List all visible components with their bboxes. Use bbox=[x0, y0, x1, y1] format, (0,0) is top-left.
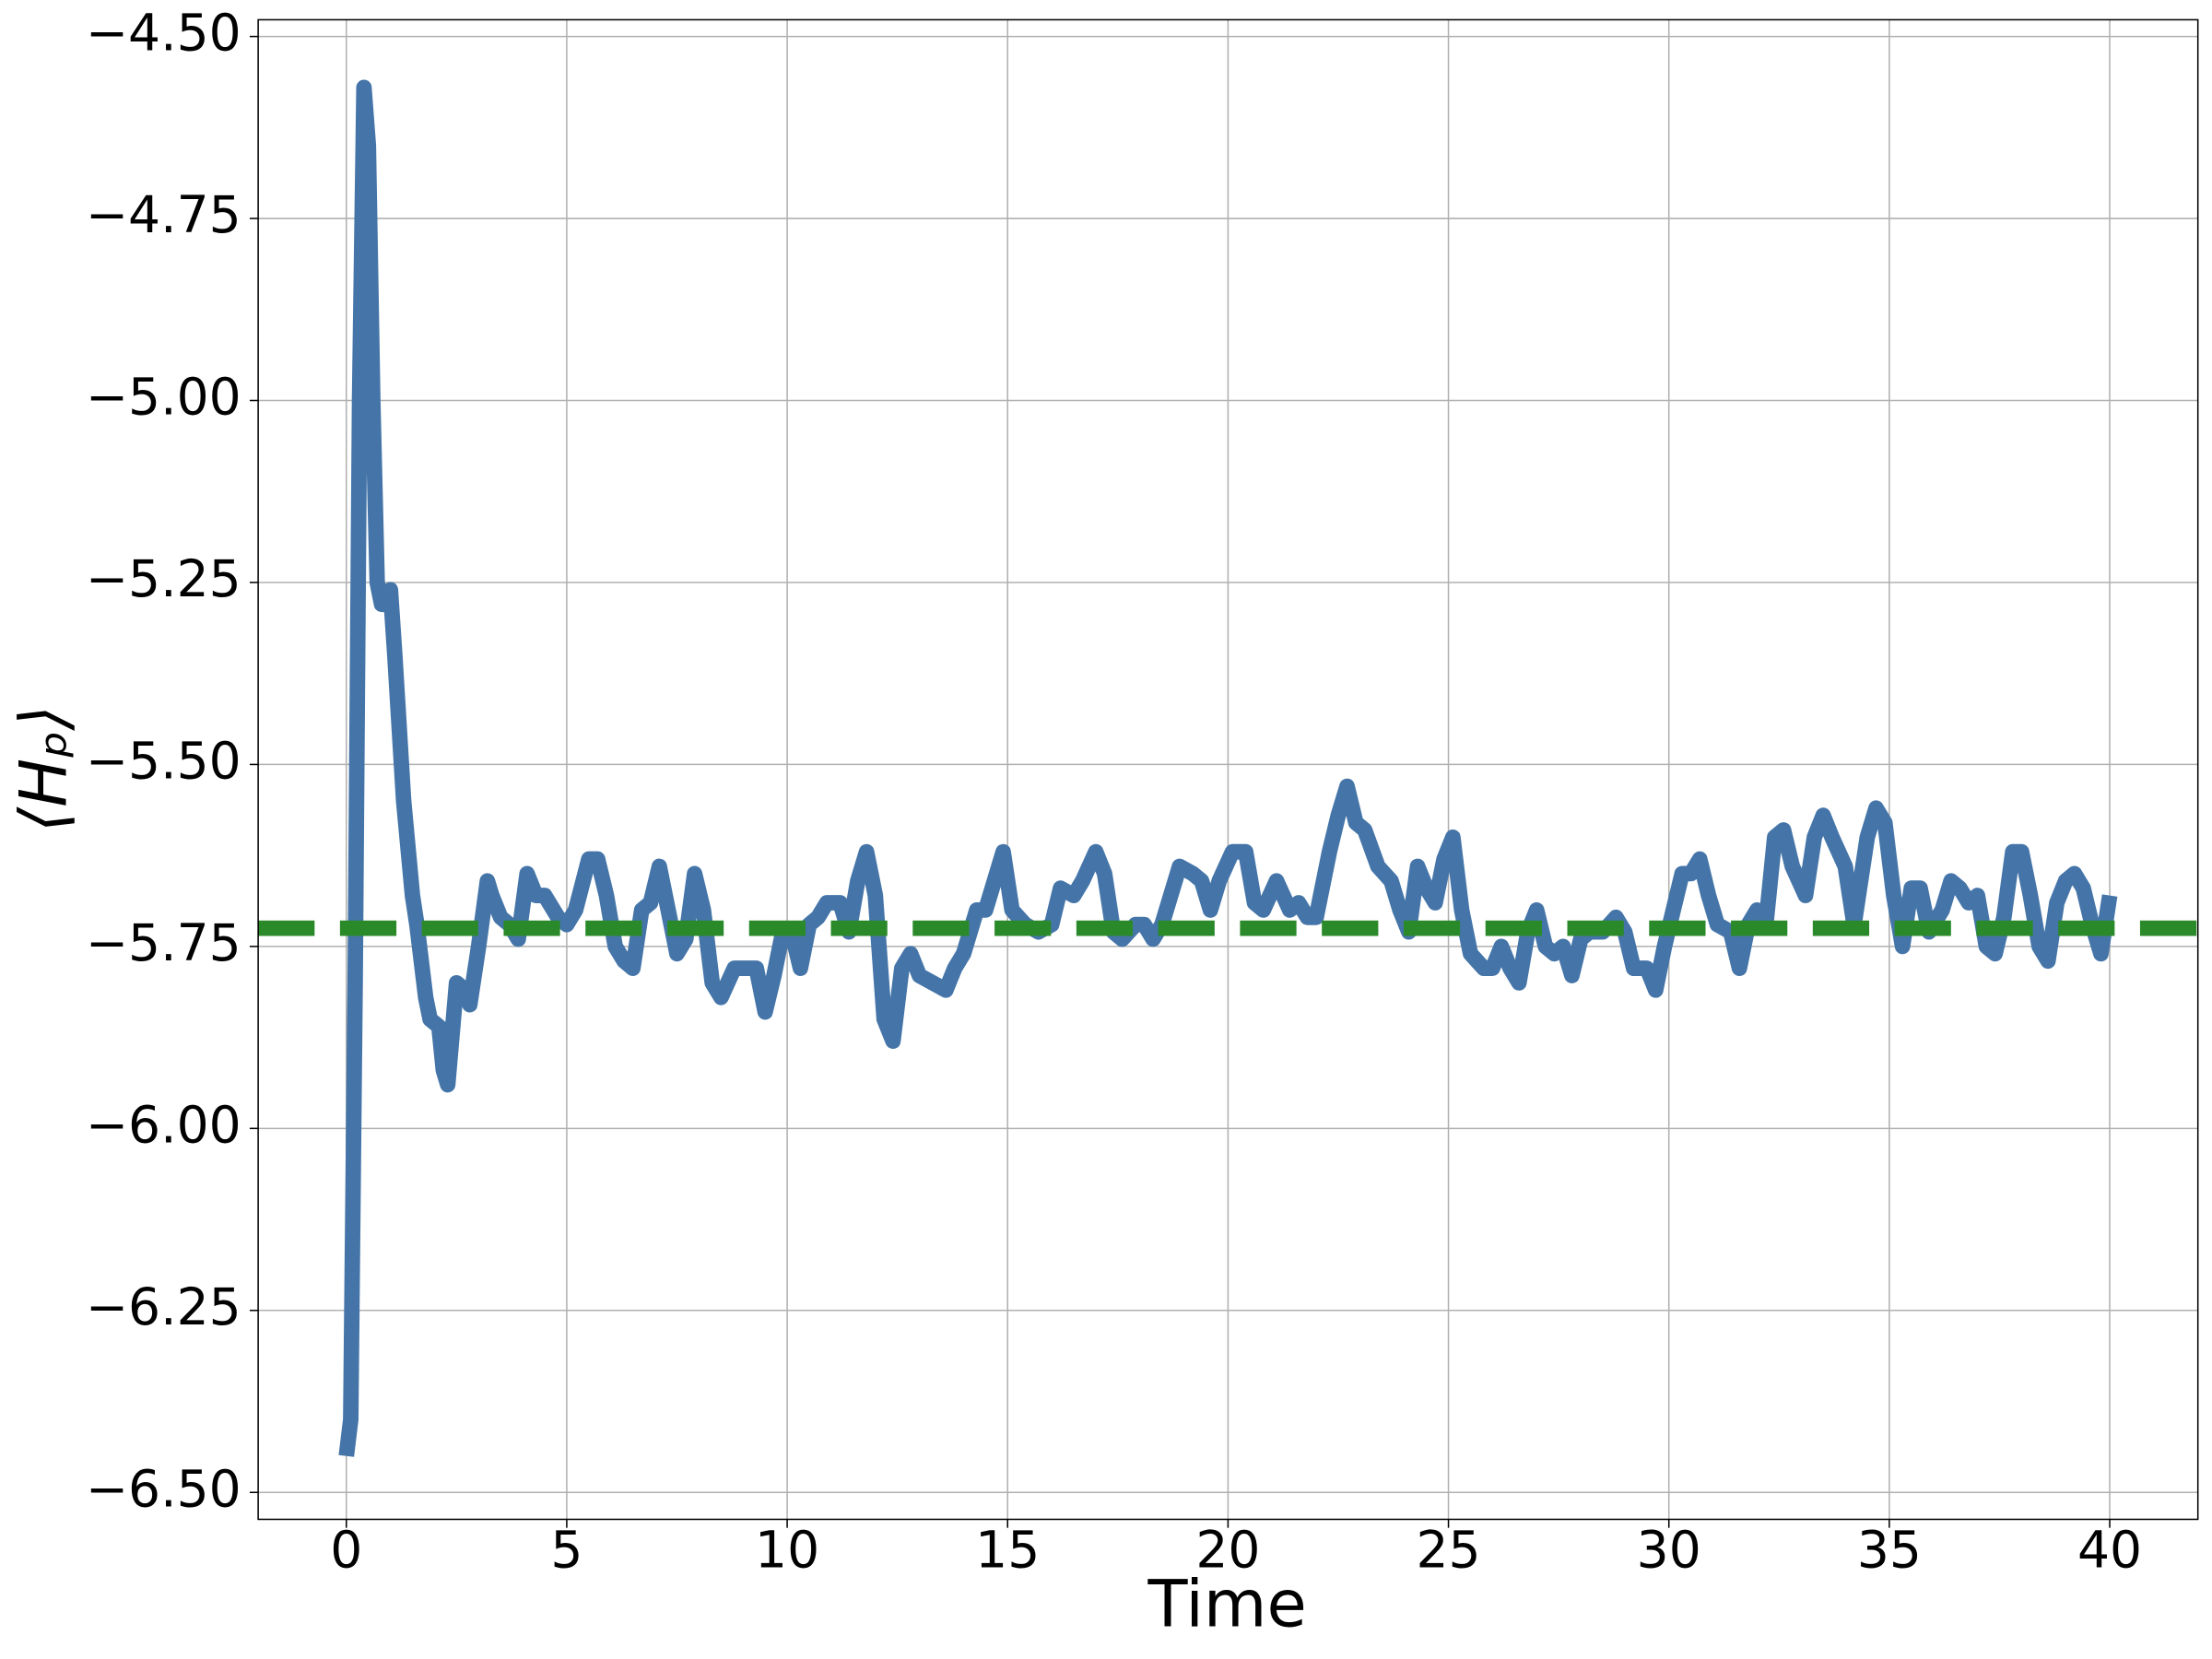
x-tick-label: 20 bbox=[1195, 1520, 1260, 1579]
x-tick-label: 35 bbox=[1857, 1520, 1922, 1579]
x-tick-label: 40 bbox=[2077, 1520, 2142, 1579]
y-tick-label: −6.00 bbox=[86, 1095, 241, 1154]
x-tick-label: 30 bbox=[1637, 1520, 1701, 1579]
y-tick-label: −6.25 bbox=[86, 1277, 241, 1336]
y-tick-label: −5.25 bbox=[86, 549, 241, 608]
y-tick-label: −4.50 bbox=[86, 4, 241, 63]
y-tick-label: −4.75 bbox=[86, 185, 241, 244]
y-tick-label: −5.00 bbox=[86, 368, 241, 427]
y-tick-label: −6.50 bbox=[86, 1459, 241, 1518]
y-axis-label: ⟨Hₚ⟩ bbox=[6, 705, 82, 832]
plot-frame bbox=[257, 18, 2199, 1521]
x-tick-label: 15 bbox=[975, 1520, 1040, 1579]
data-line bbox=[338, 79, 2118, 1457]
y-tick-label: −5.75 bbox=[86, 913, 241, 972]
x-axis-label: Time bbox=[1147, 1566, 1307, 1641]
y-tick-label: −5.50 bbox=[86, 732, 241, 791]
x-tick-label: 10 bbox=[755, 1520, 819, 1579]
x-tick-label: 5 bbox=[550, 1520, 582, 1579]
x-tick-label: 0 bbox=[330, 1520, 362, 1579]
x-tick-label: 25 bbox=[1417, 1520, 1481, 1579]
